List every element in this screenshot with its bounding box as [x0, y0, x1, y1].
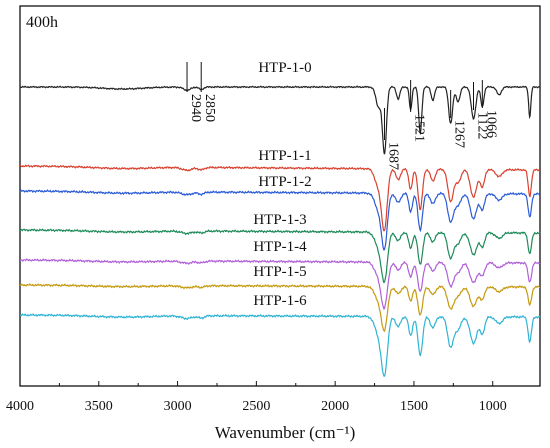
series-line-htp-1-0	[19, 85, 541, 155]
peak-label: 2940	[188, 94, 203, 122]
peak-label: 2850	[202, 94, 217, 122]
x-tick-label: 3000	[164, 399, 192, 414]
x-tick-label: 2500	[242, 399, 270, 414]
x-tick-label: 4000	[6, 399, 34, 414]
panel-label: 400h	[26, 14, 58, 31]
series-line-htp-1-1	[19, 164, 541, 232]
peak-label: 1122	[475, 112, 490, 139]
peak-label: 1267	[452, 120, 467, 148]
x-tick-label: 1000	[479, 399, 507, 414]
series-line-htp-1-4	[19, 258, 541, 311]
label-layer: HTP-1-0 HTP-1-1 HTP-1-2 HTP-1-3 HTP-1-4 HTP-1…	[253, 60, 311, 309]
x-tick-label: 1500	[400, 399, 428, 414]
x-tick-label: 3500	[85, 399, 113, 414]
x-axis-ticks: 4000 3500 3000 2500 2000 1500 1000	[6, 381, 507, 414]
x-axis-title: Wavenumber (cm⁻¹)	[215, 423, 356, 442]
x-tick-label: 2000	[321, 399, 349, 414]
series-label-htp-1-6: HTP-1-6	[253, 293, 307, 309]
series-label-htp-1-1: HTP-1-1	[258, 148, 311, 164]
series-line-htp-1-3	[19, 228, 541, 284]
peak-label: 1687	[385, 142, 400, 170]
series-label-htp-1-5: HTP-1-5	[253, 264, 306, 280]
peak-label: 1066	[483, 110, 498, 138]
series-line-htp-1-5	[19, 282, 541, 333]
series-label-htp-1-0: HTP-1-0	[258, 60, 311, 76]
series-label-htp-1-4: HTP-1-4	[253, 239, 307, 255]
series-layer	[19, 85, 541, 377]
series-line-htp-1-2	[19, 189, 541, 251]
series-label-htp-1-2: HTP-1-2	[258, 174, 311, 190]
peak-label: 1521	[412, 114, 427, 142]
plot-frame	[19, 5, 541, 387]
series-line-htp-1-6	[19, 313, 541, 377]
series-label-htp-1-3: HTP-1-3	[253, 212, 306, 228]
